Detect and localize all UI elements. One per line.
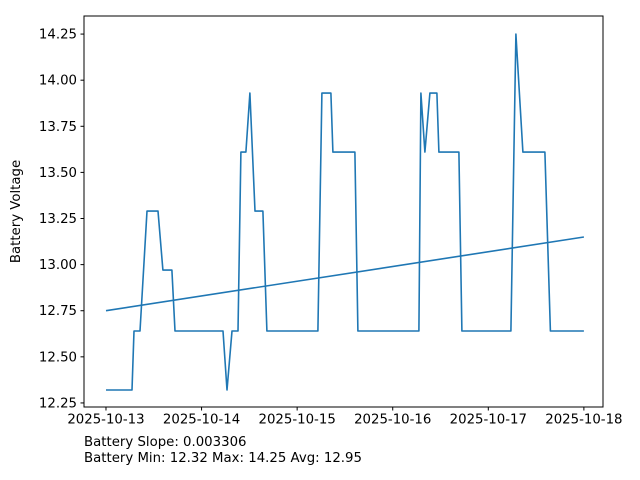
x-tick-label: 2025-10-15 [259,413,336,428]
x-tick-label: 2025-10-17 [450,413,527,428]
battery-slope-text: Battery Slope: 0.003306 [84,435,247,450]
y-tick-label: 14.25 [39,28,77,43]
y-tick-label: 12.75 [39,304,77,319]
battery-min-max-avg-text: Battery Min: 12.32 Max: 14.25 Avg: 12.95 [84,450,362,466]
x-tick-label: 2025-10-13 [67,413,144,428]
y-tick-label: 12.50 [39,350,77,365]
x-axis-ticks: 2025-10-13 2025-10-14 2025-10-15 2025-10-16… [67,407,623,428]
x-tick-label: 2025-10-14 [163,413,240,428]
y-tick-label: 13.50 [39,166,77,181]
x-tick-label: 2025-10-18 [545,413,622,428]
y-axis-label: Battery Voltage [9,160,24,263]
y-tick-label: 14.00 [39,74,77,89]
trend-line [105,236,585,312]
y-tick-label: 13.25 [39,212,77,227]
y-tick-label: 12.25 [39,396,77,411]
plot-frame [83,15,604,408]
x-tick-label: 2025-10-16 [354,413,431,428]
y-axis-ticks: 12.25 12.50 12.75 13.00 13.25 13.50 13.75 14.00… [39,28,84,411]
y-tick-label: 13.00 [39,258,77,273]
y-tick-label: 13.75 [39,120,77,135]
battery-voltage-line [106,33,584,391]
